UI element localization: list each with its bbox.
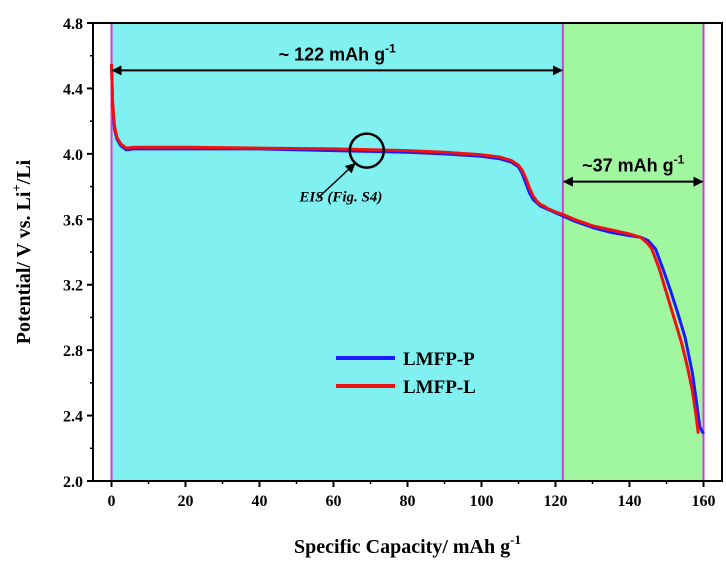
legend-label: LMFP-P — [403, 349, 475, 370]
y-tick-label: 4.0 — [63, 147, 83, 164]
x-tick-label: 0 — [108, 493, 116, 510]
y-tick-label: 4.4 — [63, 81, 83, 98]
capacity-annotation: ~ 122 mAh g-1 — [279, 41, 397, 64]
region-1 — [111, 23, 563, 481]
y-tick-label: 3.2 — [63, 278, 83, 295]
eis-annotation: EIS (Fig. S4) — [298, 189, 382, 205]
x-tick-label: 140 — [618, 493, 642, 510]
capacity-annotation: ~37 mAh g-1 — [582, 153, 685, 176]
x-axis: 0 20 40 60 80 100 120 140 160 — [108, 481, 716, 510]
x-tick-label: 20 — [178, 493, 194, 510]
x-tick-label: 40 — [252, 493, 268, 510]
series-line-lmfp-l — [110, 63, 700, 434]
y-tick-label: 2.4 — [63, 409, 83, 426]
x-tick-label: 120 — [544, 493, 568, 510]
legend-label: LMFP-L — [403, 377, 476, 398]
y-tick-label: 4.8 — [63, 16, 83, 33]
y-axis: 2.0 2.4 2.8 3.2 3.6 4.0 4.4 4.8 — [63, 16, 93, 491]
capacity-regions — [111, 23, 704, 481]
y-tick-label: 3.6 — [63, 212, 83, 229]
y-tick-label: 2.0 — [63, 474, 83, 491]
x-tick-label: 160 — [692, 493, 716, 510]
y-axis-label: Potential/ V vs. Li+/Li — [9, 159, 35, 344]
x-tick-label: 80 — [400, 493, 416, 510]
x-tick-label: 60 — [326, 493, 342, 510]
eis-marker-circle — [348, 132, 386, 169]
x-axis-label: Specific Capacity/ mAh g-1 — [294, 532, 521, 558]
eis-pointer-arrow — [317, 162, 356, 199]
region-2 — [562, 23, 704, 481]
legend: LMFP-P LMFP-L — [336, 349, 476, 398]
y-tick-label: 2.8 — [63, 343, 83, 360]
x-tick-label: 100 — [470, 493, 494, 510]
series-group — [110, 63, 705, 435]
annotations-group: ~ 122 mAh g-1 ~37 mAh g-1 EIS (Fig. S4) — [111, 41, 704, 205]
